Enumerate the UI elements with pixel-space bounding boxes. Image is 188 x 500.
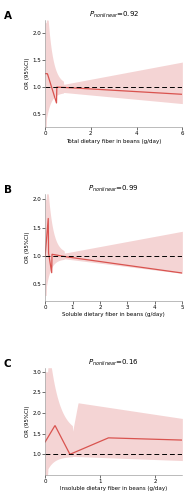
Title: $\mathit{P}_{nonlinear}$=0.99: $\mathit{P}_{nonlinear}$=0.99 xyxy=(89,184,139,194)
Y-axis label: OR (95%CI): OR (95%CI) xyxy=(25,58,30,90)
Title: $\mathit{P}_{nonlinear}$=0.92: $\mathit{P}_{nonlinear}$=0.92 xyxy=(89,10,139,20)
Text: C: C xyxy=(4,359,12,369)
Text: A: A xyxy=(4,12,12,22)
X-axis label: Total dietary fiber in beans (g/day): Total dietary fiber in beans (g/day) xyxy=(66,138,161,143)
Y-axis label: OR (95%CI): OR (95%CI) xyxy=(25,406,30,437)
X-axis label: Soluble dietary fiber in beans (g/day): Soluble dietary fiber in beans (g/day) xyxy=(62,312,165,318)
Title: $\mathit{P}_{nonlinear}$=0.16: $\mathit{P}_{nonlinear}$=0.16 xyxy=(89,358,139,368)
Text: B: B xyxy=(4,186,12,196)
Y-axis label: OR (95%CI): OR (95%CI) xyxy=(25,232,30,263)
X-axis label: Insoluble dietary fiber in beans (g/day): Insoluble dietary fiber in beans (g/day) xyxy=(60,486,167,491)
